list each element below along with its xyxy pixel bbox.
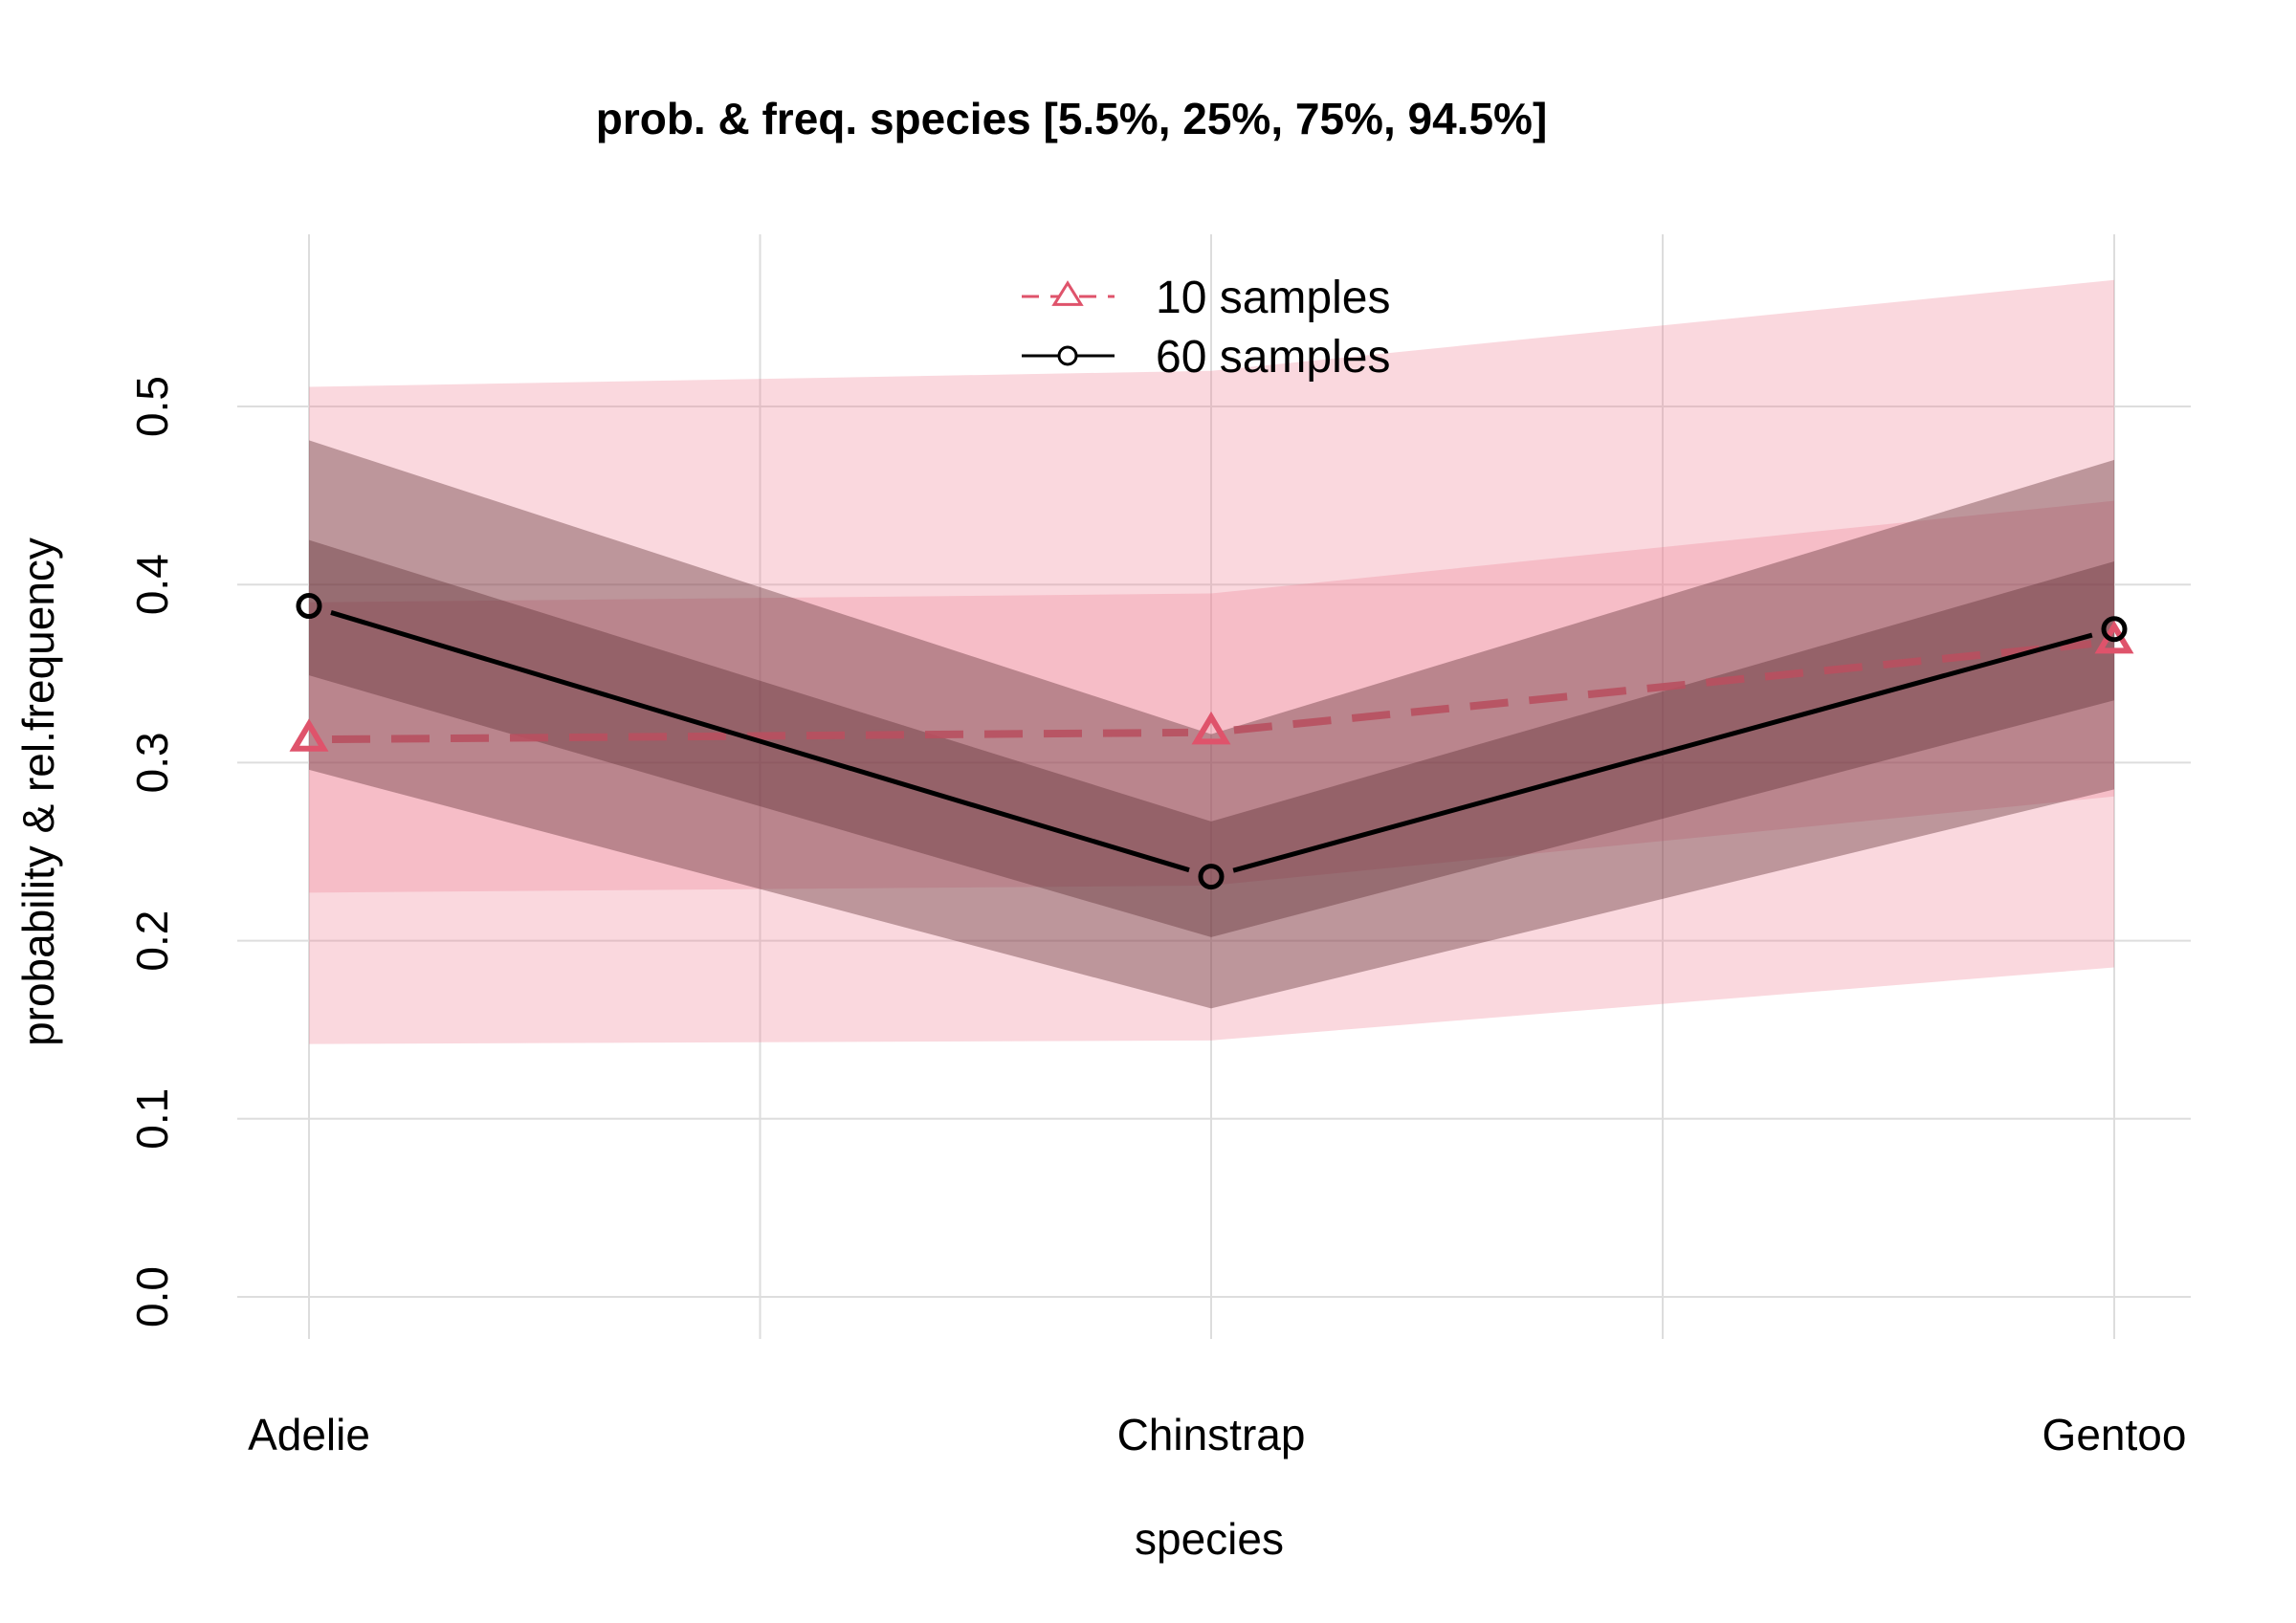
- legend-circle-icon: [1057, 345, 1078, 366]
- series-lines: [330, 610, 2093, 873]
- y-tick-label: 0.4: [127, 554, 177, 615]
- x-tick-label: Adelie: [248, 1410, 370, 1459]
- gridlines: [237, 234, 2191, 1339]
- series-markers: [289, 593, 2134, 890]
- legend: 10 samples 60 samples: [1022, 273, 1390, 383]
- y-tick-label: 0.0: [127, 1266, 177, 1327]
- legend-label: 10 samples: [1156, 273, 1390, 323]
- series-line-10-samples: [1233, 640, 2092, 735]
- point-marker-10-samples: [1191, 711, 1231, 745]
- legend-triangle-icon: [1051, 280, 1084, 306]
- x-axis-title: species: [1135, 1514, 1284, 1564]
- series-line-10-samples: [331, 728, 1189, 744]
- point-marker-60-samples: [296, 593, 322, 620]
- point-marker-10-samples: [289, 718, 329, 752]
- series-line-60-samples: [1232, 632, 2093, 873]
- band-10-samples-inner: [309, 500, 2114, 893]
- series-line-60-samples: [330, 610, 1190, 873]
- y-axis-title: probability & rel.frequency: [13, 537, 63, 1046]
- confidence-bands: [309, 279, 2114, 1044]
- y-tick-label: 0.2: [127, 910, 177, 972]
- legend-label: 60 samples: [1156, 332, 1390, 383]
- y-tick-label: 0.1: [127, 1088, 177, 1150]
- x-tick-label: Gentoo: [2042, 1410, 2187, 1459]
- point-marker-60-samples: [2101, 616, 2128, 643]
- chart-title: prob. & freq. species [5.5%, 25%, 75%, 9…: [596, 94, 1548, 143]
- x-tick-label: Chinstrap: [1117, 1410, 1306, 1459]
- band-10-samples-outer: [309, 279, 2114, 1044]
- y-tick-label: 0.3: [127, 732, 177, 793]
- y-axis-ticks: 0.0 0.1 0.2 0.3 0.4 0.5: [127, 376, 177, 1327]
- x-axis-ticks: Adelie Chinstrap Gentoo: [248, 1410, 2186, 1459]
- band-60-samples-outer: [309, 440, 2114, 1009]
- y-tick-label: 0.5: [127, 376, 177, 437]
- point-marker-60-samples: [1198, 864, 1225, 890]
- band-60-samples-inner: [309, 539, 2114, 937]
